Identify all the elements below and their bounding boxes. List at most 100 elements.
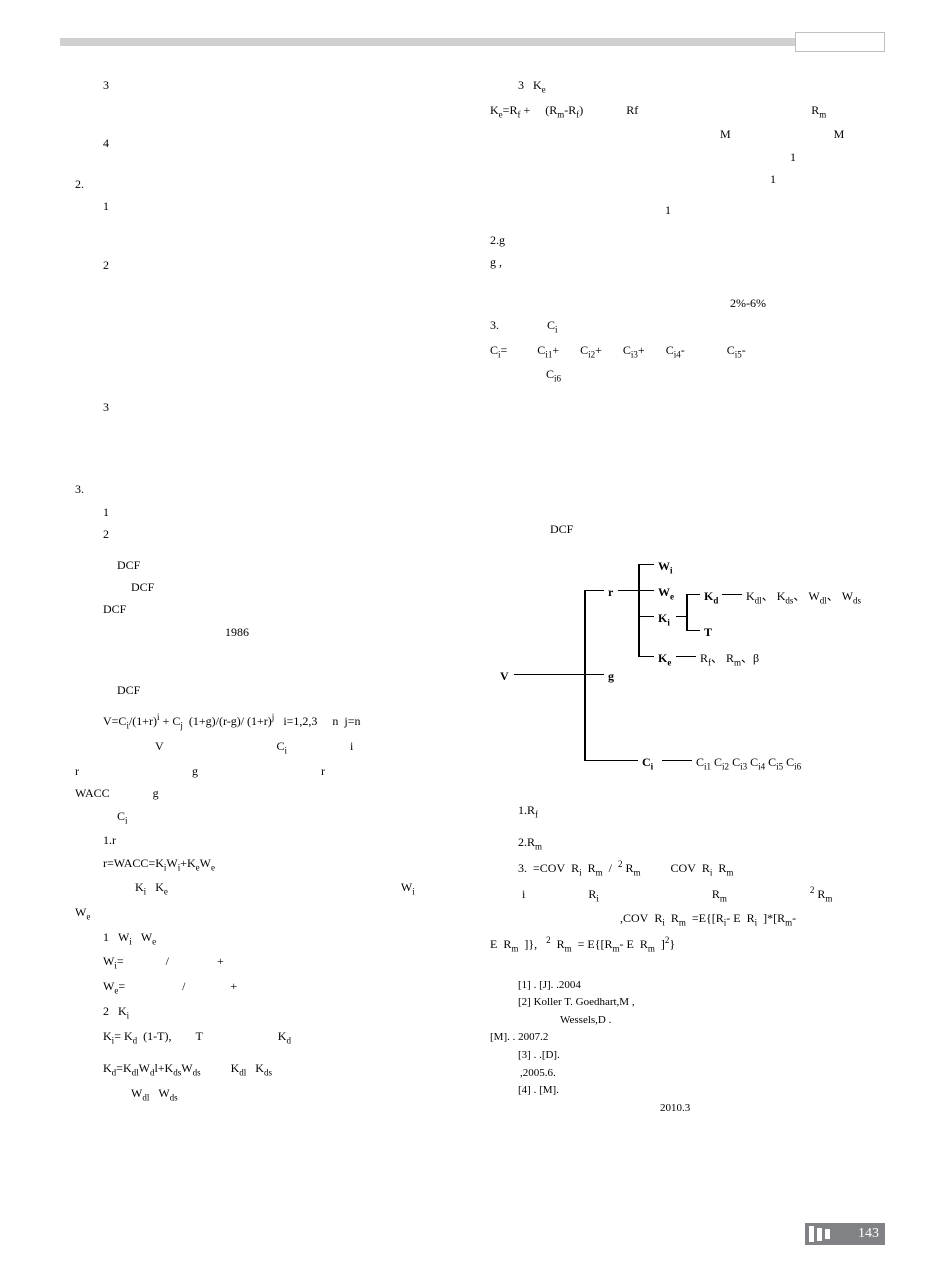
txt: 1986 [225, 625, 249, 639]
txt: DCF [131, 580, 154, 594]
text-line: Ki Ke Wi [75, 877, 460, 900]
txt: Wi [401, 880, 415, 894]
stripes-icon [809, 1226, 830, 1242]
txt: 4 [103, 136, 109, 150]
text-line: 2 [75, 255, 460, 275]
txt: 2. [75, 177, 84, 191]
txt: g [192, 764, 198, 778]
formula-v: V=Ci/(1+r)i + Cj (1+g)/(r-g)/ (1+r)j i=1… [75, 710, 460, 734]
text-line: DCF [75, 577, 460, 597]
txt: WACC [75, 786, 110, 800]
node-g: g [608, 666, 614, 686]
txt: V [155, 739, 163, 753]
txt: DCF [117, 683, 140, 697]
txt: 2 [103, 527, 109, 541]
ref-4b: ,2005.6. [490, 1065, 875, 1083]
node-we: We [658, 582, 674, 605]
text-line: ,COV Ri Rm =E{[Ri- E Ri ]*[Rm- [490, 908, 875, 931]
text-line: E Rm ]}, 2 Rm = E{[Rm- E Rm ]2} [490, 933, 875, 957]
node-rf-etc: Rf、 Rm、β [700, 648, 759, 671]
txt: Ke [155, 880, 168, 894]
text-line: 1 [75, 196, 460, 216]
text-line: 1 Wi We [75, 927, 460, 950]
txt: 2 [103, 258, 109, 272]
text-line: 2%-6% [490, 293, 875, 313]
txt: 3 [103, 400, 109, 414]
node-wi: Wi [658, 556, 673, 579]
txt: g , [490, 255, 502, 269]
top-bar [60, 38, 885, 46]
text-line: Kd=KdlWdl+KdsWds Kdl Kds [75, 1058, 460, 1081]
ref-3: [M]. . 2007.2 [490, 1029, 875, 1047]
text-line: 2.Rm [490, 832, 875, 855]
txt: M [720, 127, 731, 141]
txt: 3 [103, 78, 109, 92]
txt: 1 [790, 150, 796, 164]
txt: DCF [103, 602, 126, 616]
text-line: DCF [490, 519, 875, 539]
node-ki: Ki [658, 608, 670, 631]
txt: 2.g [490, 233, 505, 247]
page-number: 143 [858, 1226, 879, 1242]
text-line: 1 [75, 502, 460, 522]
text-line: 1.Rf [490, 800, 875, 823]
txt: 1 [665, 203, 671, 217]
txt: r [321, 764, 325, 778]
text-line: 3. Ci [490, 315, 875, 338]
text-line: WACC g [75, 783, 460, 803]
txt: 2%-6% [730, 296, 766, 310]
text-line: 1 [490, 169, 875, 189]
text-line: DCF [75, 680, 460, 700]
txt: Ki [135, 880, 146, 894]
ref-2: [2] Koller T. Goedhart,M , [490, 994, 875, 1012]
node-r: r [608, 582, 613, 602]
text-line: 4 [75, 133, 460, 153]
txt: M [834, 127, 845, 141]
text-line: Ke=Rf + (Rm-Rf) Rf Rm [490, 100, 875, 123]
top-tab [795, 32, 885, 52]
txt: DCF [117, 558, 140, 572]
text-line: i Ri Rm 2 Rm [490, 883, 875, 907]
txt: 1 [103, 505, 109, 519]
txt: 3. [75, 482, 84, 496]
txt: g [153, 786, 159, 800]
node-kdl-etc: Kdl、 Kds、 Wdl、 Wds [746, 586, 861, 609]
text-line: 2. [75, 174, 460, 194]
txt: r [75, 764, 79, 778]
txt: We [75, 905, 90, 919]
ref-1: [1] . [J]. .2004 [490, 977, 875, 995]
text-line: 3. [75, 479, 460, 499]
text-line: Wdl Wds [75, 1083, 460, 1106]
text-line: 1 [490, 147, 875, 167]
text-line: Ki= Kd (1-T), T Kd [75, 1026, 460, 1049]
text-line: r g r [75, 761, 460, 781]
text-line: 3 Ke [490, 75, 875, 98]
txt: 1 [103, 199, 109, 213]
text-line: 3 [75, 397, 460, 417]
text-line: Ci6 [490, 364, 875, 387]
txt: 1.r [103, 833, 116, 847]
text-line: 1 [490, 200, 875, 220]
text-line: 2 Ki [75, 1001, 460, 1024]
node-v: V [500, 666, 509, 686]
text-line: Ci= Ci1+ Ci2+ Ci3+ Ci4- Ci5- [490, 340, 875, 363]
text-line: DCF [75, 599, 460, 619]
txt: Ci [117, 809, 128, 823]
ref-5b: 2010.3 [490, 1100, 875, 1118]
node-kd: Kd [704, 586, 718, 609]
node-ci-list: Ci1 Ci2 Ci3 Ci4 Ci5 Ci6 [696, 752, 801, 775]
ref-4: [3] . .[D]. [490, 1047, 875, 1065]
text-line: 3 [75, 75, 460, 95]
text-line: 2.g [490, 230, 875, 250]
txt: i [350, 739, 353, 753]
text-line: We [75, 902, 460, 925]
node-ke: Ke [658, 648, 671, 671]
txt: DCF [550, 522, 573, 536]
tree-diagram: V r Wi We Ki Ke Kd T Kdl、 Kds、 Wdl、 Wds … [490, 550, 870, 790]
ref-5: [4] . [M]. [490, 1082, 875, 1100]
page-content: 3 4 2. 1 2 3 3. 1 2 DCF DCF DCF 1986 DCF… [75, 75, 875, 1215]
formula-wacc: r=WACC=KiWi+KeWe [75, 853, 460, 876]
ref-2b: Wessels,D . [490, 1012, 875, 1030]
txt: Ci [276, 739, 287, 753]
text-line: Ci [75, 806, 460, 829]
